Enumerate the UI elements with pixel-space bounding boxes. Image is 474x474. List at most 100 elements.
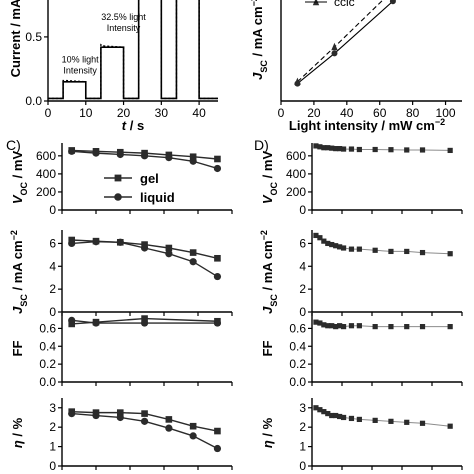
panel-a-annotation-32pct-line2: Intensity [107,23,141,33]
panel-b-x-label: Light intensity / mW cm−2 [289,117,445,133]
panel-d-row4-point [340,414,347,421]
panel-c-row4-point-liquid [213,444,222,453]
panel-d-row3-point [356,323,362,329]
panel-c-row2-y-label-part: J [10,306,25,314]
panel-d-row1-point [337,146,343,152]
panel-d-row1-point [317,144,323,150]
panel-c-row4-point-liquid [68,409,76,418]
panel-c-row3-point-gel [141,315,148,322]
panel-d-row3-point [313,319,319,325]
panel-a-annotation-32pct: 32.5% light [101,12,146,22]
panel-c-row3-y-tick-label: 0.2 [39,357,56,371]
panel-d-row2-point [325,240,331,247]
panel-c-row1-point-liquid [92,149,100,157]
panel-d-row4-point [356,416,362,423]
panel-d-row4-y-label: η / % [260,417,275,448]
panel-a-x-label-part: / s [126,118,144,133]
panel-c-row2-point-liquid [68,239,76,248]
panel-c-row2-y-label-part: −2 [9,230,19,240]
panel-c-row4-point-gel [165,416,173,423]
panel-b-point-ccic [331,42,338,51]
panel-d-row4-point [313,405,319,411]
panel-c-row1-y-label-part: V [10,194,25,204]
panel-d-row4-point [404,419,410,425]
panel-d-row4-point [388,418,394,424]
panel-d-row3-point [372,324,378,330]
panel-c-row3-point-liquid [140,319,149,327]
panel-d-row1-point [419,147,426,153]
panel-d-row2-y-tick-label: 4 [299,259,306,273]
panel-c-row4-point-gel [214,427,221,435]
panel-d-row3-point [340,324,347,330]
panel-d-row3-point [447,324,453,330]
panel-c-row4-point-liquid [140,417,149,425]
panel-c-row2-point-gel [165,244,173,252]
panel-d-row2-y-label: JSC / mA cm−2 [259,230,279,314]
panel-b-y-label-part: −2 [249,0,259,6]
panel-d-row2-point [340,245,347,251]
panel-d-row4-point [337,413,343,420]
panel-d-row1-point [325,145,331,151]
panel-c-row1-y-tick-label: 0 [49,203,56,217]
panel-b-point-series2 [389,0,396,5]
panel-d-row1-y-tick-label: 400 [286,167,306,181]
panel-d-row3-point [317,320,323,326]
panel-c-row1-y-tick-label: 200 [36,185,56,199]
panel-b-y-label: JSC / mA cm−2 [249,0,269,80]
panel-c-row4-y-tick-label: 0 [49,459,56,473]
panel-c-row1-point-liquid [116,150,124,159]
panel-d-row2-y-label-part: J [260,306,275,314]
panel-c-row2-y-label-part: / mA cm [10,240,25,294]
panel-d-row3-y-tick-label: 0.6 [289,321,306,335]
panel-d-row2-point [321,238,327,244]
panel-a-y-label: Current / mA [8,0,23,77]
panel-b-x-tick-label: 20 [307,106,321,120]
panel-c-row1-y-tick-label: 600 [36,149,56,163]
panel-b-x-tick-label: 0 [278,106,285,120]
panel-c-row4-point-gel [141,410,148,417]
panel-d-row4-point [325,410,331,417]
panel-b-legend-marker [312,0,320,6]
panel-c-row1-point-liquid [68,147,76,155]
panel-c-row3-point-liquid [68,316,76,324]
panel-d-row1-y-label: VOC / mV [260,151,279,205]
panel-d-row4-point [333,412,339,419]
panel-d-row2-point [337,244,343,250]
panel-c-row3-line-liquid [71,319,218,324]
panel-b-line-ccic [297,0,384,83]
panel-d-row4-point [321,409,327,415]
panel-c-row4-point-liquid [189,432,197,440]
panel-c-row3-y-tick-label: 0.4 [39,339,56,353]
panel-d-row3-y-tick-label: 0.0 [289,375,306,389]
panel-d-row4-point [348,415,355,422]
panel-c-row3-y-tick-label: 0.0 [39,375,56,389]
panel-c-row2-y-tick-label: 2 [49,282,56,296]
panel-d-row3-y-label-part: FF [260,341,275,357]
panel-d-row2-point [372,247,378,253]
panel-b-legend-label: ccic [334,0,355,9]
panel-c-row2-point-liquid [116,238,124,246]
panel-d-row1-point [388,147,394,153]
panel-c-row3-line-gel [71,317,218,325]
panel-a-y-tick-label: 0.0 [25,94,42,108]
panel-c-row4-point-liquid [116,413,124,422]
panel-c-row2-point-liquid [140,244,149,252]
panel-d-row3-point [404,324,410,330]
panel-b-point-series2 [294,80,301,87]
panel-c-row4-point-liquid [92,411,100,420]
panel-d-row3-point [333,324,339,330]
panel-a-y-tick-label: 0.5 [25,30,42,44]
panel-d-row2-point [329,241,335,248]
panel-d-row3-point [419,324,426,330]
panel-d-row2-point [404,248,410,255]
panel-c-legend-marker-liquid [114,193,122,201]
panel-a-current-trace [48,0,218,100]
panel-c-row2-point-liquid [92,238,100,246]
panel-d-row1-y-tick-label: 0 [299,203,306,217]
panel-d-row3-point [337,323,343,329]
panel-d-row4-point [329,412,335,419]
panel-d-row2-y-label-part: SC [269,294,279,307]
panel-a-x-tick-label: 20 [117,106,131,120]
panel-c-row2-y-tick-label: 6 [49,236,56,250]
